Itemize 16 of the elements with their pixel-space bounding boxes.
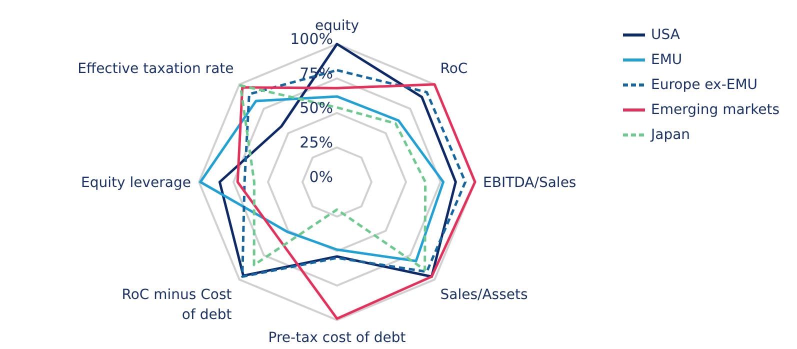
legend-label: Europe ex-EMU <box>651 76 758 92</box>
spoke-label: Pre-tax cost of debt <box>268 330 406 346</box>
legend-label: Emerging markets <box>651 102 780 118</box>
spoke-label: Effective taxation rate <box>78 60 234 77</box>
y-tick-label: 25% <box>300 134 333 152</box>
legend-label: USA <box>651 26 680 42</box>
spoke-label: EBITDA/Sales <box>483 175 576 191</box>
legend-label: EMU <box>651 52 682 68</box>
spoke-label: RoC minus Cost of debt <box>122 287 232 324</box>
spoke-label: equity <box>314 18 360 34</box>
spoke-label: RoC <box>440 60 468 77</box>
spoke-label: Equity leverage <box>81 175 191 191</box>
spoke-label: Sales/Assets <box>440 287 528 304</box>
legend-label: Japan <box>651 126 690 142</box>
y-tick-label: 50% <box>300 99 333 117</box>
y-tick-label: 0% <box>309 168 333 186</box>
